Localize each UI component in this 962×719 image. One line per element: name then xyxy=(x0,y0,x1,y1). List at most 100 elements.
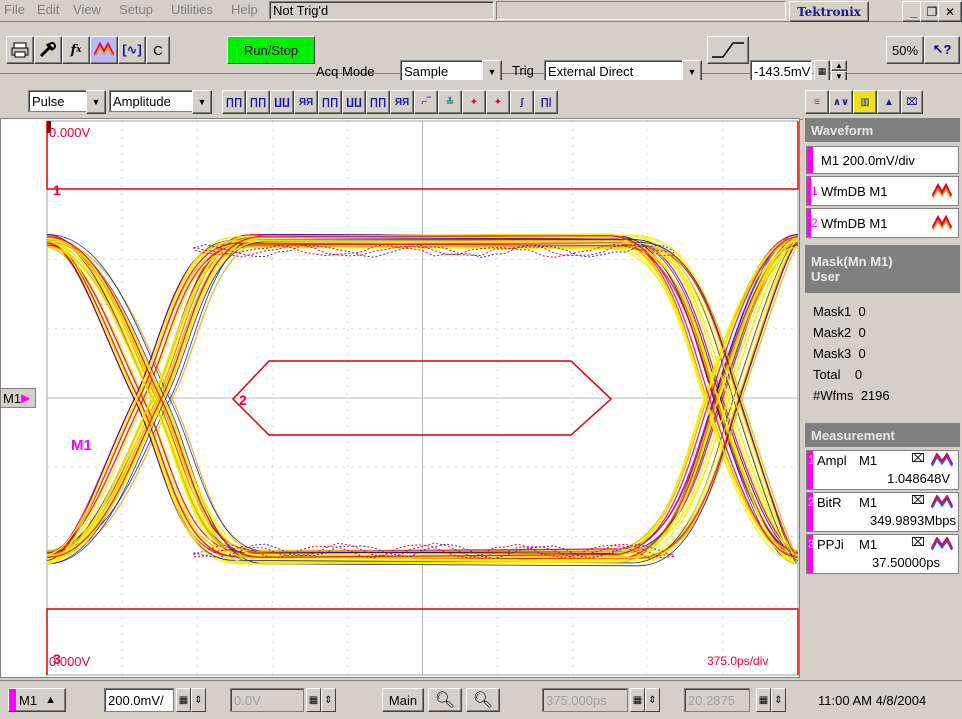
marker-arrow-icon: ▶ xyxy=(21,391,31,405)
keypad-icon[interactable]: ▦ xyxy=(756,688,771,712)
help-pointer-icon[interactable]: ↖? xyxy=(924,36,960,64)
menu-help[interactable]: Help xyxy=(231,2,258,17)
zoom-out-icon[interactable]: 🔍︎ xyxy=(466,688,500,712)
measurement-color-swatch xyxy=(807,493,813,531)
horizontal-position-field[interactable]: 375.000ps xyxy=(542,688,628,712)
trigger-level-field[interactable]: -143.5mV xyxy=(750,60,812,82)
measure-area-icon[interactable]: ∫ xyxy=(510,90,534,114)
waveform-db-icon xyxy=(932,183,952,199)
keypad-icon[interactable]: ▦ xyxy=(176,688,191,712)
measurement-item-2[interactable]: 2 BitR M1 ⌧ 349.9893Mbps xyxy=(806,492,959,532)
main-timebase-button[interactable]: Main xyxy=(382,688,424,712)
trigger-level-spinner[interactable]: ▲ ▼ xyxy=(831,60,847,82)
zoom-in-icon[interactable]: 🔍︎ xyxy=(428,688,462,712)
spin-icon[interactable]: ⇕ xyxy=(771,688,786,712)
acq-mode-label: Acq Mode xyxy=(316,64,375,79)
waveform-db-icon xyxy=(931,453,953,467)
mask-region-2 xyxy=(231,360,613,436)
tools-icon[interactable] xyxy=(34,36,62,64)
acq-mode-dropdown[interactable]: Sample ▼ xyxy=(400,60,502,84)
histogram-icon[interactable]: ▲ xyxy=(877,90,901,114)
eye-trace-noise xyxy=(193,543,675,560)
eye-trace xyxy=(46,240,799,559)
spin-up-icon[interactable]: ▲ xyxy=(831,60,847,71)
vertical-scale-spinner[interactable]: ▦ ⇕ xyxy=(176,688,206,712)
wfm-item-2[interactable]: 2 WfmDB M1 xyxy=(806,208,959,238)
wfm-item-1[interactable]: 1 WfmDB M1 xyxy=(806,176,959,206)
zoom-percent-button[interactable]: 50% xyxy=(886,36,924,64)
eye-trace xyxy=(46,246,799,559)
menu-utilities[interactable]: Utilities xyxy=(171,2,213,17)
chevron-down-icon[interactable]: ▼ xyxy=(192,90,212,114)
print-icon[interactable] xyxy=(6,36,34,64)
wfm-label: WfmDB M1 xyxy=(821,184,888,199)
menu-edit[interactable]: Edit xyxy=(37,2,60,17)
eye-trace xyxy=(46,239,799,565)
reference-marker[interactable]: M1 ▶ xyxy=(0,388,36,408)
waveform-db-icon xyxy=(931,537,953,551)
autoset-icon[interactable]: [∿] xyxy=(118,36,146,64)
waveform-view-icon[interactable]: ∧∨ xyxy=(829,90,853,114)
channel-setting[interactable]: M1 200.0mV/div xyxy=(806,146,959,174)
channel-menu-icon[interactable]: ≡ xyxy=(805,90,829,114)
spin-icon[interactable]: ⇕ xyxy=(321,688,336,712)
measure-cycle-rms-icon[interactable]: ✦ xyxy=(486,90,510,114)
measure-mid-icon[interactable]: ЯЯ xyxy=(294,90,318,114)
mask-stat-row: Mask2 0 xyxy=(813,325,866,340)
measure-high-icon[interactable]: ∏∏ xyxy=(222,90,246,114)
control-sidebar: Waveform M1 200.0mV/div 1 WfmDB M1 2 Wfm… xyxy=(803,118,962,678)
keypad-icon[interactable]: ▦ xyxy=(814,60,830,82)
vertical-scale-field[interactable]: 200.0mV/ xyxy=(104,688,174,712)
measure-min-icon[interactable]: ∐∐ xyxy=(342,90,366,114)
measure-overshoot-icon[interactable]: ⌐‾ xyxy=(414,90,438,114)
waveform-db-icon[interactable] xyxy=(90,36,118,64)
measure-rms-icon[interactable]: ✦ xyxy=(462,90,486,114)
vertical-offset-spinner[interactable]: ▦ ⇕ xyxy=(306,688,336,712)
run-stop-button[interactable]: Run/Stop xyxy=(227,36,315,64)
horizontal-position-spinner[interactable]: ▦ ⇕ xyxy=(630,688,660,712)
clear-button[interactable]: C xyxy=(146,36,170,64)
mask-view-icon[interactable]: ▥ xyxy=(853,90,877,114)
horizontal-scale-spinner[interactable]: ▦ ⇕ xyxy=(756,688,786,712)
close-button[interactable]: ✕ xyxy=(938,1,962,22)
waveform-display[interactable]: 0.000V 0.000V 375.0ps/div M1 1 2 3 xyxy=(0,118,800,678)
horizontal-scale-field[interactable]: 20.2875 xyxy=(684,688,750,712)
measure-max-icon[interactable]: ∏∏ xyxy=(318,90,342,114)
cursor-icon[interactable]: ⌧ xyxy=(901,90,923,114)
measure-type-value: Amplitude xyxy=(109,90,194,112)
measure-undershoot-icon[interactable]: ≚ xyxy=(438,90,462,114)
waveform-canvas xyxy=(46,120,799,676)
measure-mean-icon[interactable]: ЯЯ xyxy=(390,90,414,114)
measure-pk-pk-icon[interactable]: ∏∏ xyxy=(366,90,390,114)
spin-icon[interactable]: ⇕ xyxy=(645,688,660,712)
measurement-name: Ampl xyxy=(817,453,847,468)
eye-trace xyxy=(46,245,799,558)
keypad-icon[interactable]: ▦ xyxy=(306,688,321,712)
measurement-source: M1 xyxy=(859,453,878,468)
keypad-icon[interactable]: ▦ xyxy=(630,688,645,712)
vertical-offset-field[interactable]: 0.0V xyxy=(230,688,304,712)
mask-stat-row: Mask3 0 xyxy=(813,346,866,361)
spin-icon[interactable]: ⇕ xyxy=(191,688,206,712)
measure-amplitude-icon[interactable]: ∐∐ xyxy=(270,90,294,114)
measure-type-dropdown[interactable]: Amplitude ▼ xyxy=(109,90,212,114)
trigger-source-dropdown[interactable]: External Direct ▼ xyxy=(544,60,702,84)
measure-category-dropdown[interactable]: Pulse ▼ xyxy=(28,90,106,114)
mask-region-3-marker: 3 xyxy=(53,651,61,667)
channel-select-button[interactable]: M1 ▲ xyxy=(8,688,66,712)
mask-region-1-marker: 1 xyxy=(53,182,61,198)
wfm-color-swatch xyxy=(807,209,811,237)
chevron-down-icon[interactable]: ▼ xyxy=(682,60,702,84)
trigger-slope-icon[interactable] xyxy=(707,36,749,64)
measure-cycle-area-icon[interactable]: ∏| xyxy=(534,90,558,114)
measurement-header: Measurement xyxy=(805,423,960,447)
measure-low-icon[interactable]: ∏∏ xyxy=(246,90,270,114)
menu-view[interactable]: View xyxy=(73,2,101,17)
chevron-down-icon[interactable]: ▼ xyxy=(86,90,106,114)
menu-file[interactable]: File xyxy=(4,2,25,17)
menu-setup[interactable]: Setup xyxy=(119,2,153,17)
measurement-item-1[interactable]: 1 Ampl M1 ⌧ 1.048648V xyxy=(806,450,959,490)
measurement-item-3[interactable]: 3 PPJi M1 ⌧ 37.50000ps xyxy=(806,534,959,574)
mask-stat-row: Total 0 xyxy=(813,367,862,382)
